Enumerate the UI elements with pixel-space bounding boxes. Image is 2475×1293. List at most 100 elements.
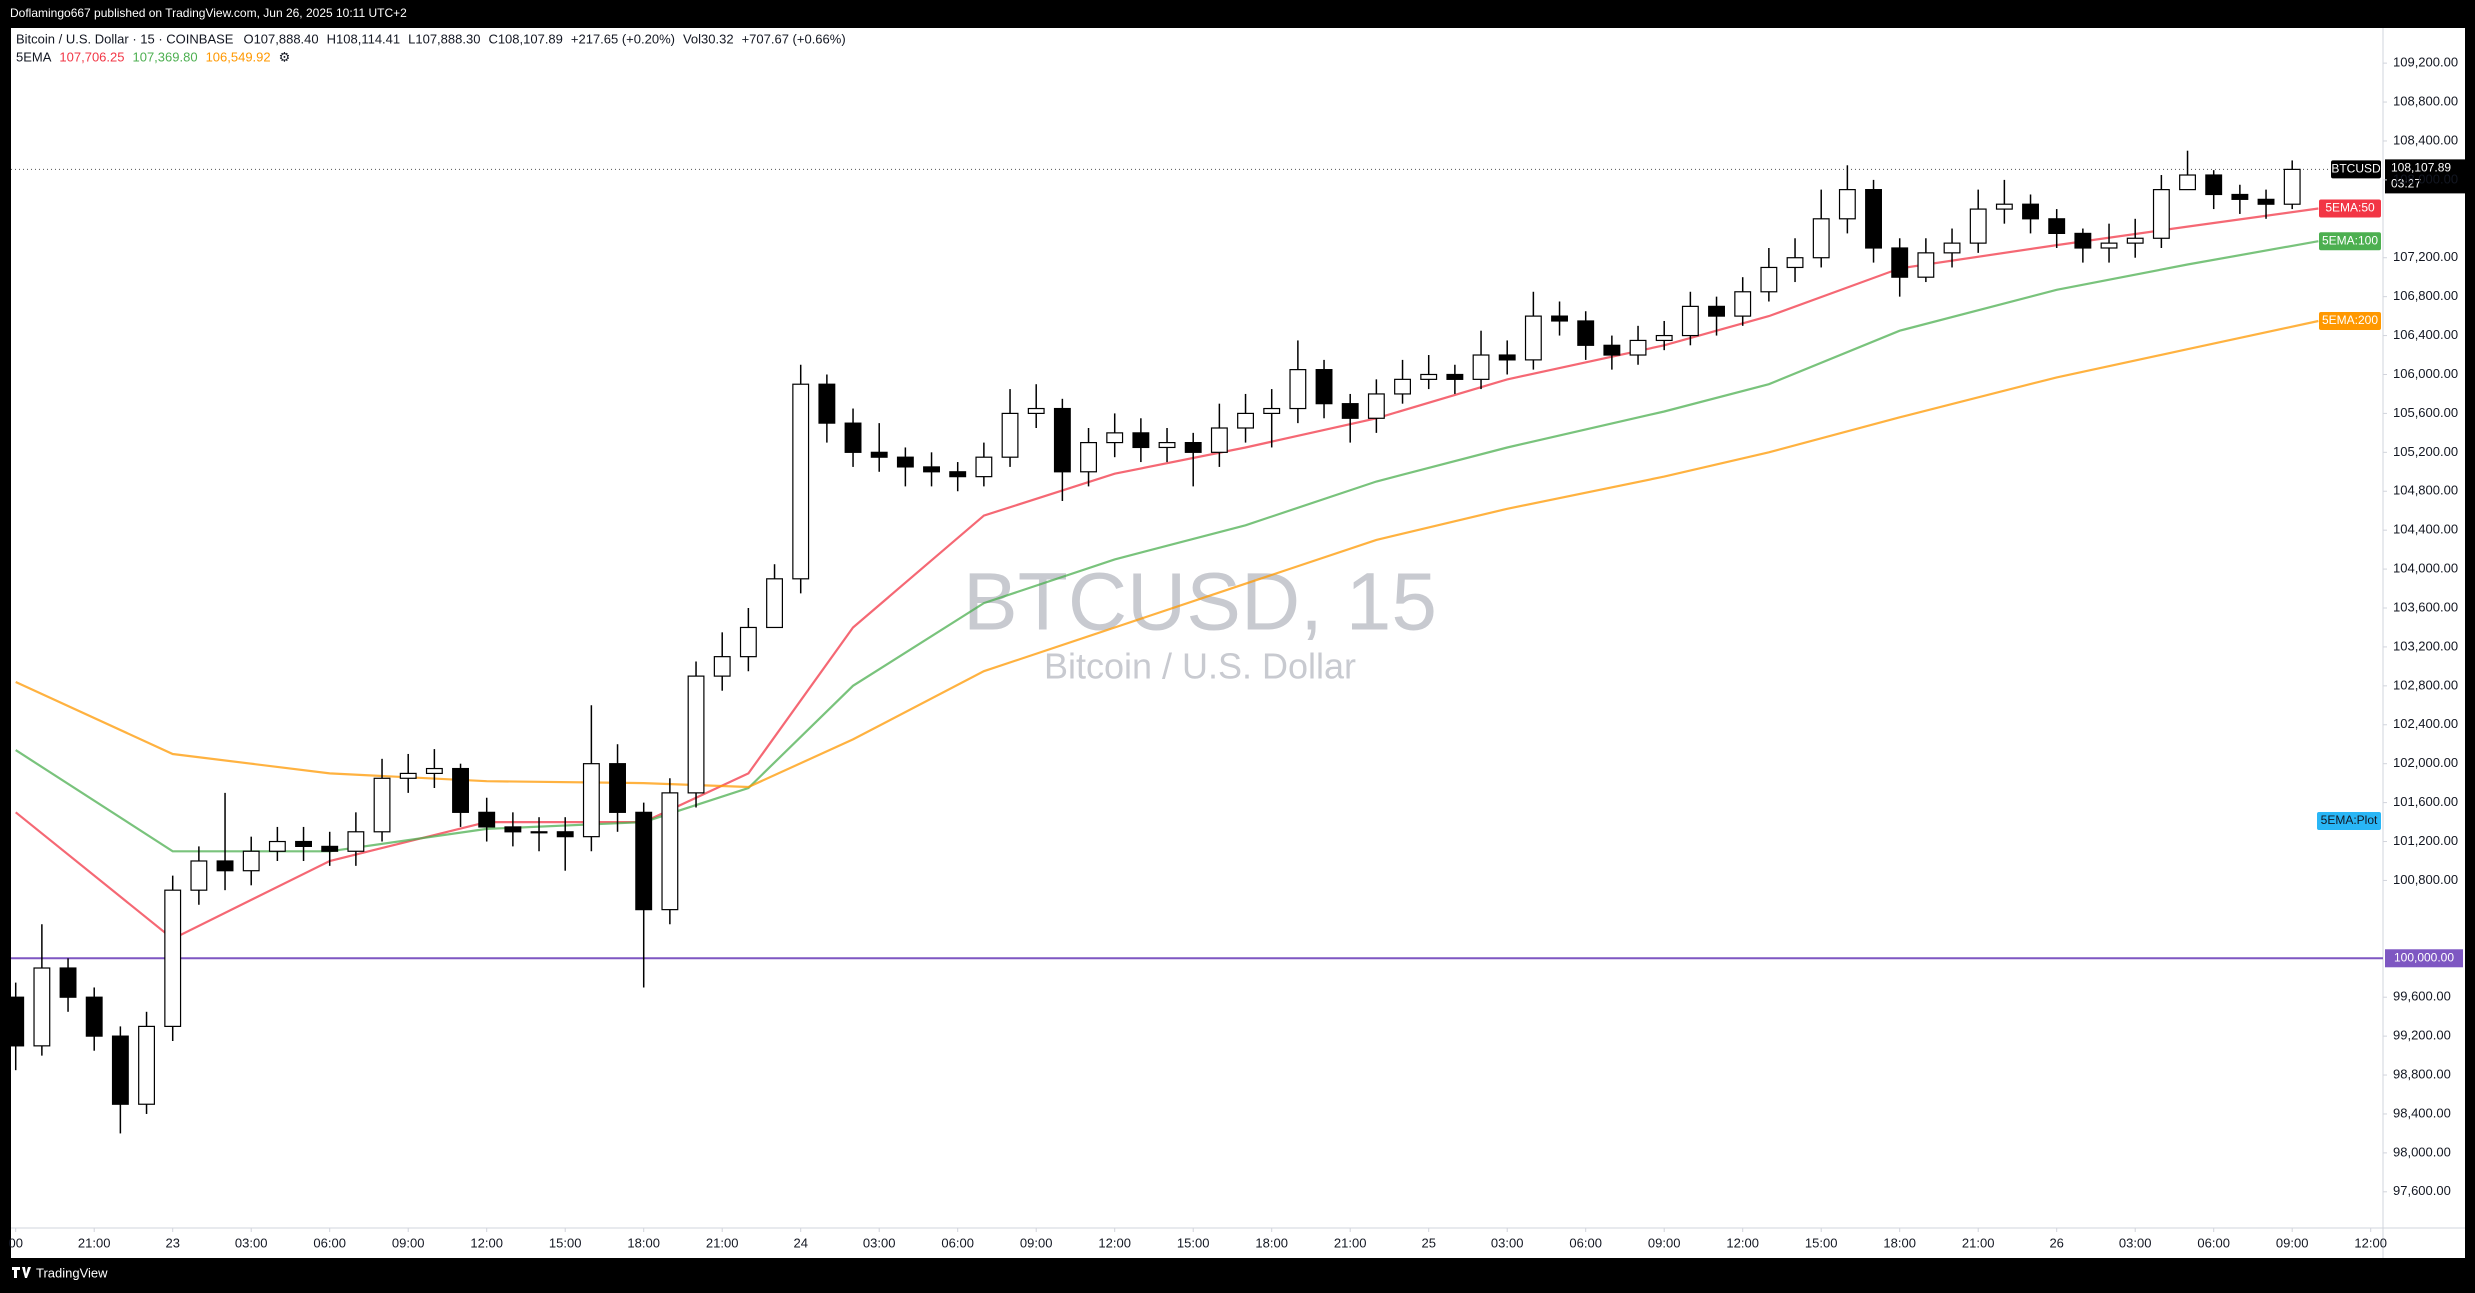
indicator-name: 5EMA bbox=[16, 49, 52, 64]
candle-body bbox=[1341, 403, 1359, 419]
candle-body bbox=[1367, 393, 1385, 419]
brand-logo bbox=[12, 1267, 31, 1278]
candle-body bbox=[844, 422, 862, 453]
candle-body bbox=[766, 578, 783, 629]
price-label-box bbox=[2385, 159, 2465, 194]
indicator-value: 107,369.80 bbox=[132, 49, 197, 64]
series-tag-box bbox=[2319, 232, 2381, 251]
x-tick-label: 25 bbox=[1421, 1235, 1435, 1250]
candle-body bbox=[975, 456, 993, 478]
y-tick-label: 102,000.00 bbox=[2393, 755, 2458, 770]
candle-body bbox=[1760, 266, 1778, 293]
candle-body bbox=[1106, 432, 1124, 444]
y-tick-label: 105,600.00 bbox=[2393, 405, 2458, 420]
candle-body bbox=[1080, 441, 1097, 473]
candle-body bbox=[870, 451, 888, 458]
legend-ohlc: O107,888.40 bbox=[243, 31, 318, 46]
candle-body bbox=[1681, 305, 1699, 337]
y-tick-label: 98,800.00 bbox=[2393, 1066, 2451, 1081]
x-tick-label: 09:00 bbox=[1020, 1235, 1053, 1250]
candle-body bbox=[582, 763, 600, 838]
y-tick-label: 104,400.00 bbox=[2393, 522, 2458, 537]
y-tick-label: 101,200.00 bbox=[2393, 833, 2458, 848]
candle-body bbox=[1891, 247, 1909, 278]
candle-body bbox=[923, 466, 940, 473]
plot-tag-box bbox=[2317, 812, 2381, 830]
x-tick-label: 06:00 bbox=[941, 1235, 974, 1250]
candle-body bbox=[1603, 344, 1621, 356]
candle-body bbox=[1577, 320, 1595, 346]
candle-body bbox=[1053, 407, 1071, 473]
indicator-value: 107,706.25 bbox=[59, 49, 124, 64]
candle-body bbox=[347, 831, 365, 852]
candle-body bbox=[2205, 174, 2223, 196]
price-label: 108,107.89 bbox=[2391, 161, 2451, 175]
candle-body bbox=[687, 675, 705, 794]
x-tick-label: 00 bbox=[8, 1235, 22, 1250]
x-tick-label: 03:00 bbox=[235, 1235, 268, 1250]
candle-body bbox=[1158, 441, 1176, 449]
legend-ohlc: +217.65 (+0.20%) bbox=[571, 31, 675, 46]
x-tick-label: 15:00 bbox=[549, 1235, 582, 1250]
candle-body bbox=[1969, 208, 1987, 244]
x-tick-label: 23 bbox=[165, 1235, 179, 1250]
x-tick-label: 21:00 bbox=[78, 1235, 111, 1250]
y-tick-label: 105,200.00 bbox=[2393, 444, 2458, 459]
candle-body bbox=[1708, 305, 1725, 317]
y-tick-label: 109,200.00 bbox=[2393, 55, 2458, 70]
candle-body bbox=[1995, 203, 2013, 210]
candle-body bbox=[1524, 315, 1542, 361]
x-tick-label: 12:00 bbox=[470, 1235, 503, 1250]
y-tick-label: 108,400.00 bbox=[2393, 132, 2458, 147]
legend-symbol: Bitcoin / U.S. Dollar · 15 · COINBASE bbox=[16, 31, 234, 46]
series-tag-box bbox=[2319, 199, 2381, 218]
x-tick-label: 18:00 bbox=[627, 1235, 660, 1250]
header-title: Doflamingo667 published on TradingView.c… bbox=[10, 6, 407, 20]
candle-body bbox=[373, 777, 391, 833]
y-tick-label: 106,000.00 bbox=[2393, 366, 2458, 381]
y-tick-label: 102,400.00 bbox=[2393, 716, 2458, 731]
indicator-settings: ⚙ bbox=[279, 49, 291, 64]
legend-ohlc: C108,107.89 bbox=[488, 31, 562, 46]
x-tick-label: 18:00 bbox=[1883, 1235, 1916, 1250]
y-tick-label: 108,800.00 bbox=[2393, 93, 2458, 108]
y-tick-label: 102,800.00 bbox=[2393, 677, 2458, 692]
y-tick-label: 98,000.00 bbox=[2393, 1144, 2451, 1159]
candle-body bbox=[1472, 354, 1490, 380]
overlay: 100,000.00 5EMA:50 5EMA:100 5EMA:200 5EMA:Pl… bbox=[2317, 159, 2465, 968]
candle-body bbox=[2100, 242, 2118, 249]
candle-body bbox=[1132, 432, 1150, 449]
candle-body bbox=[1812, 218, 1830, 259]
candle-body bbox=[661, 792, 679, 911]
candle-body bbox=[2126, 237, 2144, 244]
candle-body bbox=[295, 840, 312, 847]
candle-body bbox=[1237, 412, 1254, 429]
candle-body bbox=[896, 456, 914, 468]
candle-body bbox=[2283, 168, 2301, 205]
candle-body bbox=[399, 772, 417, 779]
y-tick-label: 107,200.00 bbox=[2393, 249, 2458, 264]
candle-body bbox=[1446, 373, 1464, 380]
candle-body bbox=[1184, 441, 1202, 453]
y-tick-label: 108,000.00 bbox=[2393, 171, 2458, 186]
x-tick-label: 26 bbox=[2049, 1235, 2063, 1250]
candle-body bbox=[1786, 257, 1804, 269]
x-tick-label: 21:00 bbox=[1334, 1235, 1367, 1250]
candle-body bbox=[33, 967, 51, 1047]
candle-body bbox=[2152, 189, 2170, 239]
y-tick-label: 98,400.00 bbox=[2393, 1105, 2451, 1120]
candle-body bbox=[1315, 369, 1333, 405]
candle-body bbox=[111, 1035, 129, 1105]
x-tick-label: 03:00 bbox=[2119, 1235, 2152, 1250]
symbol-tag: BTCUSD bbox=[2331, 162, 2381, 176]
candle-body bbox=[85, 996, 103, 1037]
y-tick-label: 106,800.00 bbox=[2393, 288, 2458, 303]
candle-body bbox=[478, 811, 496, 828]
candle-body bbox=[1027, 407, 1045, 415]
x-tick-label: 15:00 bbox=[1805, 1235, 1838, 1250]
candle-body bbox=[2022, 203, 2039, 220]
candle-body bbox=[818, 383, 836, 424]
x-tick-label: 03:00 bbox=[1491, 1235, 1524, 1250]
candle-body bbox=[635, 811, 653, 911]
